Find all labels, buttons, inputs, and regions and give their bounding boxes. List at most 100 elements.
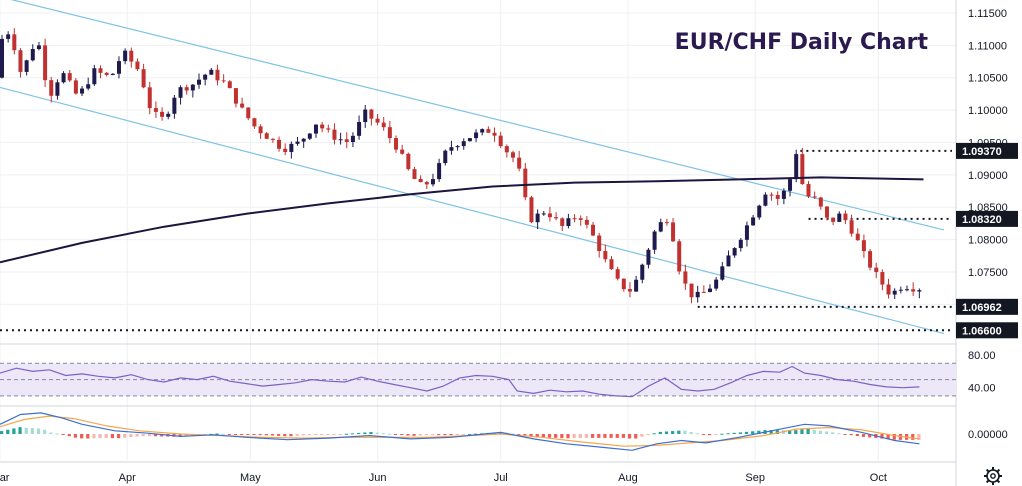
month-label-jun: Jun <box>369 472 387 484</box>
candle-body <box>467 138 472 142</box>
candle-body <box>61 73 66 83</box>
candle-body <box>172 97 177 114</box>
month-label-mar: Mar <box>0 472 10 484</box>
candle-body <box>892 290 897 295</box>
macd-histogram-bar <box>806 428 810 434</box>
macd-histogram-bar <box>917 434 921 440</box>
candle-body <box>720 266 725 280</box>
macd-histogram-bar <box>283 434 287 437</box>
candle-body <box>769 194 774 196</box>
macd-histogram-bar <box>843 434 847 435</box>
candle-body <box>184 87 189 91</box>
candle-body <box>658 222 663 232</box>
candle-body <box>258 126 263 134</box>
candle-body <box>437 163 442 180</box>
macd-histogram-bar <box>344 433 348 435</box>
channel-lower-line <box>0 86 945 335</box>
macd-histogram-bar <box>467 434 472 435</box>
candle-body <box>43 45 48 81</box>
macd-histogram-bar <box>104 434 108 438</box>
candle-body <box>357 122 362 136</box>
price-tick-label: 1.11500 <box>968 8 1007 20</box>
candle-body <box>363 109 368 123</box>
macd-histogram-bar <box>578 434 582 438</box>
candle-body <box>240 103 245 108</box>
macd-histogram-bar <box>178 434 182 437</box>
macd-histogram-bar <box>6 429 10 434</box>
candle-body <box>203 74 208 80</box>
candle-body <box>190 84 195 91</box>
level-tag-1.06600: 1.06600 <box>956 322 1018 339</box>
candle-body <box>381 122 386 128</box>
macd-histogram-bar <box>92 434 96 439</box>
candle-body <box>898 289 903 291</box>
candle-body <box>788 179 793 191</box>
macd-panel <box>0 412 921 451</box>
level-tag-label: 1.08320 <box>962 214 1002 226</box>
macd-histogram-bar <box>295 434 299 436</box>
candle-body <box>166 113 171 117</box>
candle-body <box>861 240 866 252</box>
macd-histogram-bar <box>892 434 896 440</box>
price-tick-label: 1.09000 <box>968 170 1008 182</box>
candle-body <box>160 111 165 117</box>
macd-histogram-bar <box>18 427 22 434</box>
candle-body <box>911 289 916 292</box>
macd-histogram-bar <box>646 434 650 435</box>
macd-histogram-bar <box>61 434 65 435</box>
candle-body <box>387 127 392 139</box>
macd-histogram-bar <box>215 433 219 435</box>
macd-histogram-bar <box>36 428 41 434</box>
macd-histogram-bar <box>246 434 250 435</box>
candle-body <box>554 217 559 219</box>
candle-body <box>726 255 731 267</box>
candle-body <box>744 225 749 240</box>
macd-histogram-bar <box>689 432 693 434</box>
candle-body <box>781 190 786 199</box>
macd-histogram-bar <box>788 430 792 434</box>
candle-body <box>338 139 343 141</box>
candle-body <box>209 69 214 75</box>
candle-body <box>917 290 922 292</box>
month-label-jul: Jul <box>494 472 508 484</box>
macd-histogram-bar <box>30 428 34 434</box>
macd-histogram-bar <box>369 432 373 434</box>
macd-histogram-bar <box>307 434 312 436</box>
candle-body <box>492 132 497 136</box>
candle-body <box>874 267 879 273</box>
time-axis: Mar Apr May Jun Jul Aug Sep Oct <box>0 472 887 484</box>
macd-histogram-bar <box>671 431 675 434</box>
candle-body <box>824 206 829 218</box>
candle-body <box>332 129 337 140</box>
macd-histogram-bar <box>535 434 539 437</box>
macd-histogram-bar <box>911 434 915 440</box>
candle-body <box>12 34 17 51</box>
candle-body <box>135 61 140 70</box>
macd-histogram-bar <box>615 434 619 438</box>
macd-histogram-bar <box>221 433 225 435</box>
candle-body <box>313 124 318 134</box>
macd-histogram-bar <box>160 434 164 437</box>
macd-histogram-bar <box>233 434 238 435</box>
macd-signal-line <box>0 415 920 447</box>
rsi-panel <box>0 362 956 398</box>
macd-histogram-bar <box>24 427 28 434</box>
macd-histogram-bar <box>406 434 410 436</box>
candle-body <box>264 133 269 139</box>
macd-histogram-bar <box>430 434 435 436</box>
candle-body <box>6 34 11 39</box>
level-tag-label: 1.09370 <box>962 146 1002 158</box>
candle-body <box>652 231 657 250</box>
level-tags: 1.09370 1.08320 1.06962 1.06600 <box>956 142 1018 339</box>
macd-histogram-bar <box>394 434 398 435</box>
candle-body <box>843 213 848 221</box>
macd-histogram-bar <box>264 434 268 436</box>
macd-histogram-bar <box>732 432 736 434</box>
candle-body <box>400 149 405 154</box>
macd-histogram-bar <box>800 429 804 434</box>
macd-histogram-bar <box>837 433 841 435</box>
candle-body <box>627 289 632 292</box>
settings-gear-icon[interactable] <box>984 467 1002 485</box>
price-tick-label: 1.08000 <box>968 235 1008 247</box>
candle-body <box>775 194 780 199</box>
